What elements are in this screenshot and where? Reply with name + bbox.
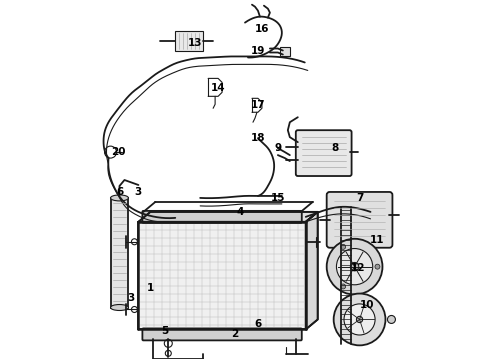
Circle shape xyxy=(388,315,395,323)
Text: 14: 14 xyxy=(211,84,225,93)
Text: 8: 8 xyxy=(331,143,338,153)
Text: 17: 17 xyxy=(251,100,265,110)
Bar xyxy=(111,198,128,307)
Circle shape xyxy=(341,284,345,289)
Bar xyxy=(138,222,306,329)
Text: 1: 1 xyxy=(147,283,154,293)
Polygon shape xyxy=(306,212,318,329)
Text: 6: 6 xyxy=(117,187,124,197)
Text: 16: 16 xyxy=(255,24,269,33)
Circle shape xyxy=(344,304,375,335)
Text: 4: 4 xyxy=(236,207,244,217)
Text: 5: 5 xyxy=(162,327,169,336)
Ellipse shape xyxy=(111,195,128,201)
Text: 15: 15 xyxy=(270,193,285,203)
Text: 10: 10 xyxy=(360,300,375,310)
Text: 13: 13 xyxy=(188,37,202,48)
Polygon shape xyxy=(138,212,318,222)
Text: 11: 11 xyxy=(370,235,385,245)
Ellipse shape xyxy=(111,305,128,310)
Bar xyxy=(175,31,203,50)
Text: 12: 12 xyxy=(350,263,365,273)
Bar xyxy=(280,46,290,57)
Text: 19: 19 xyxy=(251,45,265,55)
Text: 6: 6 xyxy=(254,319,262,329)
Circle shape xyxy=(356,316,363,323)
Text: 9: 9 xyxy=(274,143,281,153)
FancyBboxPatch shape xyxy=(143,328,302,340)
Circle shape xyxy=(350,262,359,271)
Text: 18: 18 xyxy=(251,133,265,143)
Text: 2: 2 xyxy=(231,329,239,339)
Text: 3: 3 xyxy=(135,187,142,197)
Circle shape xyxy=(334,293,386,345)
FancyBboxPatch shape xyxy=(143,211,302,223)
Text: 20: 20 xyxy=(111,147,126,157)
FancyBboxPatch shape xyxy=(327,192,392,248)
Text: 7: 7 xyxy=(356,193,363,203)
Circle shape xyxy=(337,248,373,285)
Text: 3: 3 xyxy=(127,293,134,302)
FancyBboxPatch shape xyxy=(296,130,352,176)
Circle shape xyxy=(341,244,345,249)
Circle shape xyxy=(327,239,383,294)
Circle shape xyxy=(375,264,380,269)
